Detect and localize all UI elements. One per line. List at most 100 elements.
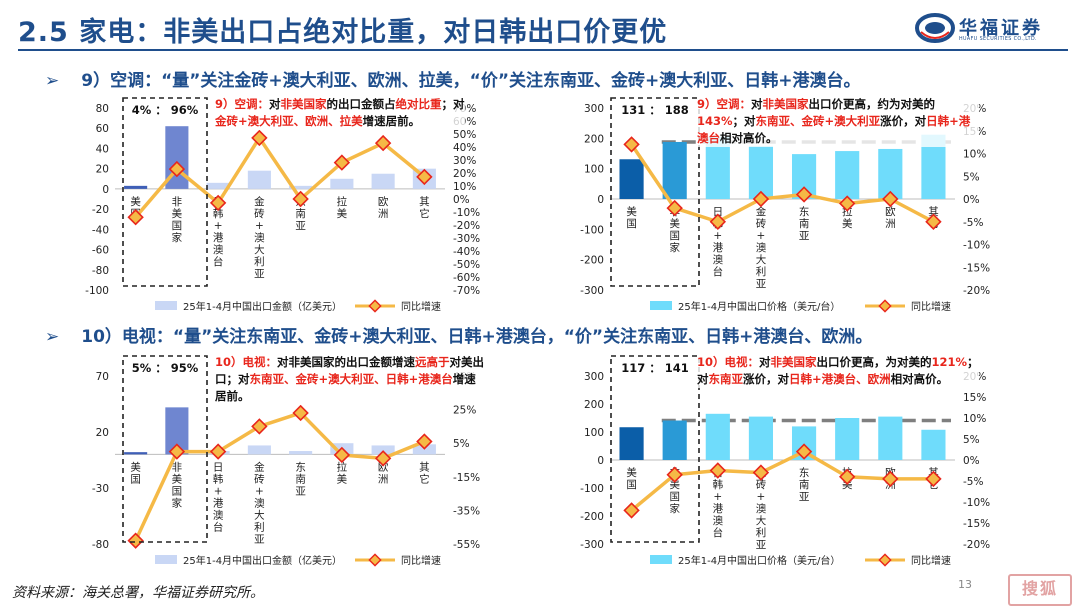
category-char: 大 — [254, 243, 265, 256]
yoy-marker — [666, 199, 683, 217]
category-char: 南 — [295, 472, 306, 485]
category-char: 东 — [295, 460, 306, 473]
right-tick-label: 40% — [453, 142, 476, 154]
annotation-segment: ；对 — [697, 355, 979, 386]
category-char: 洲 — [885, 218, 896, 230]
annotation-segment: 非美国家 — [280, 97, 327, 111]
right-tick-label: 25% — [453, 405, 476, 417]
legend-line-label: 同比增速 — [911, 300, 951, 313]
category-label: 美国 — [130, 460, 141, 485]
category-char: 港 — [713, 242, 724, 254]
legend-line-marker — [878, 553, 892, 567]
annotation-segment: 远高于 — [415, 355, 450, 369]
bar — [330, 178, 354, 189]
left-tick-label: 100 — [584, 427, 604, 439]
yoy-marker — [838, 195, 856, 212]
annotation-segment: 非美国家 — [762, 97, 809, 111]
category-char: + — [214, 485, 223, 497]
chart-annotation: 9）空调：对非美国家出口价更高，约为对美的 143%；对东南亚、金砖+澳大利亚涨价… — [697, 96, 979, 147]
category-char: + — [713, 491, 722, 503]
category-char: + — [255, 485, 264, 497]
right-tick-label: -35% — [453, 505, 480, 517]
right-tick-label: -50% — [453, 259, 480, 271]
category-char: 国 — [172, 485, 183, 497]
category-char: 拉 — [337, 460, 348, 473]
bar — [878, 416, 903, 460]
annotation-segment: 绝对比重 — [395, 97, 442, 111]
category-char: 东 — [799, 205, 810, 218]
category-char: 美 — [337, 472, 348, 485]
category-label: 东南亚 — [799, 205, 810, 242]
annotation-segment: 日韩+港澳台、欧洲 — [789, 372, 891, 386]
category-label: 拉美 — [337, 460, 348, 485]
right-tick-label: -20% — [963, 285, 990, 297]
share-label: 117 ： 141 — [621, 361, 689, 375]
yoy-marker — [925, 470, 942, 488]
yoy-marker — [127, 208, 144, 226]
category-char: + — [757, 230, 766, 242]
legend-bar-swatch — [650, 301, 672, 310]
legend-line-marker — [878, 299, 892, 313]
right-tick-label: -5% — [963, 217, 983, 229]
left-tick-label: 0 — [597, 194, 604, 206]
page-number: 13 — [958, 578, 972, 591]
right-tick-label: 0% — [963, 194, 980, 206]
annotation-segment: 增速居前。 — [215, 372, 476, 403]
right-tick-label: 0% — [453, 194, 470, 206]
bar — [662, 420, 687, 460]
share-label: 131 ： 188 — [621, 103, 689, 117]
category-char: 澳 — [756, 502, 767, 515]
annotation-segment: 东南亚、金砖+澳大利亚 — [755, 114, 881, 128]
category-char: 亚 — [295, 220, 306, 232]
category-char: 美 — [172, 472, 183, 485]
right-tick-label: -15% — [963, 518, 990, 530]
category-char: 亚 — [254, 533, 265, 545]
legend-bar-label: 25年1-4月中国出口金额（亿美元） — [183, 300, 342, 313]
bar — [878, 148, 903, 199]
left-tick-label: 200 — [584, 133, 604, 145]
category-char: 美 — [669, 478, 680, 491]
category-char: 澳 — [213, 508, 224, 521]
category-char: 澳 — [713, 253, 724, 266]
yoy-marker — [666, 466, 683, 483]
category-label: 金砖+澳大利亚 — [254, 195, 265, 280]
category-char: 非 — [172, 196, 183, 208]
left-tick-label: 20 — [96, 164, 109, 176]
yoy-marker — [127, 532, 144, 549]
category-char: 大 — [756, 253, 767, 266]
right-tick-label: -10% — [963, 240, 990, 252]
bar — [124, 452, 148, 455]
category-char: 国 — [626, 218, 637, 230]
bar — [705, 136, 730, 199]
annotation-segment: ；对 — [441, 97, 465, 111]
annotation-segment: 相对高价。 — [890, 372, 949, 386]
right-tick-label: -55% — [453, 539, 480, 551]
bar — [748, 416, 774, 460]
left-tick-label: -200 — [580, 511, 604, 523]
yoy-marker — [209, 443, 227, 460]
right-tick-label: 0% — [963, 455, 980, 467]
right-tick-label: -40% — [453, 246, 480, 258]
legend-line-label: 同比增速 — [401, 554, 441, 567]
bar — [748, 145, 774, 199]
yoy-marker — [838, 468, 856, 486]
right-tick-label: -10% — [963, 497, 990, 509]
yoy-marker — [623, 502, 640, 519]
annotation-segment: 对 — [759, 355, 771, 369]
yoy-marker — [416, 168, 433, 186]
category-char: 国 — [172, 220, 183, 232]
yoy-marker — [882, 190, 899, 208]
left-tick-label: 0 — [102, 184, 109, 196]
annotation-segment: 相对高价。 — [720, 131, 778, 145]
category-char: 台 — [213, 520, 224, 533]
category-char: 港 — [213, 232, 224, 244]
category-char: 美 — [130, 195, 141, 208]
legend-bar-label: 25年1-4月中国出口价格（美元/台） — [678, 554, 840, 567]
yoy-marker — [752, 190, 770, 208]
right-tick-label: 15% — [963, 392, 986, 404]
category-char: 砖 — [254, 207, 265, 220]
category-char: 家 — [669, 241, 680, 254]
legend-line-marker — [368, 299, 382, 313]
category-label: 美国 — [626, 205, 637, 230]
logo-english: HUAFU SECURITIES CO.,LTD. — [959, 37, 1037, 42]
